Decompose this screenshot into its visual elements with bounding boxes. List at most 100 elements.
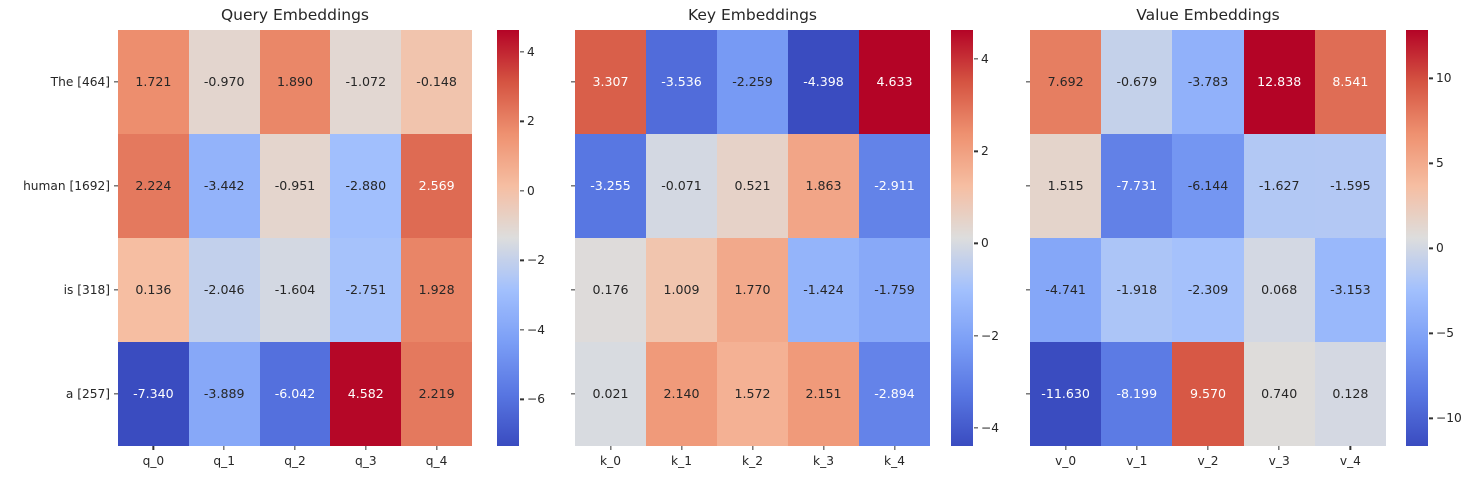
colorbar-tick-label: 4 — [527, 44, 535, 59]
colorbar-tick-label: −2 — [527, 253, 545, 268]
colorbar-tick-mark — [1429, 162, 1433, 164]
x-tick-mark — [1349, 446, 1352, 450]
y-tick-mark — [114, 289, 118, 291]
x-tick-mark — [751, 446, 754, 450]
colorbar-tick-mark — [1429, 332, 1433, 334]
colorbar-tick-label: 5 — [1436, 156, 1444, 171]
colorbar-key-embeddings — [951, 30, 973, 446]
x-tick-label: q_1 — [213, 454, 235, 468]
heatmap-query-embeddings: 1.721 -0.970 1.890 -1.072 -0.148 2.224 -3.442-… — [118, 30, 472, 446]
x-tick-label: q_0 — [142, 454, 165, 468]
heatmap-cell: -6.144 — [1172, 134, 1244, 238]
heatmap-cell: 0.128 — [1314, 342, 1386, 446]
colorbar-tick-mark — [974, 242, 978, 245]
panel-title-key-embeddings: Key Embeddings — [687, 6, 818, 24]
colorbar-value-embeddings — [1406, 30, 1428, 446]
heatmap-cell: -1.759 — [859, 238, 930, 342]
x-tick-mark — [152, 446, 155, 450]
y-tick-mark — [1026, 185, 1030, 187]
x-tick-label: q_4 — [425, 454, 448, 468]
x-tick-mark — [822, 446, 825, 450]
x-tick-mark — [294, 446, 296, 450]
heatmap-cell: -8.199 — [1101, 342, 1173, 446]
x-tick-mark — [893, 446, 896, 450]
heatmap-cell-value: 0.128 — [1332, 385, 1369, 401]
y-tick-mark — [571, 393, 575, 395]
colorbar-tick-mark — [1429, 417, 1433, 419]
colorbar-tick-label: 0 — [981, 236, 989, 251]
heatmap-cell: 0.740 — [1243, 342, 1315, 446]
x-tick-mark — [435, 446, 438, 450]
heatmap-cell: -7.731 — [1101, 134, 1173, 238]
panel-title-value-embeddings: Value Embeddings — [1136, 6, 1280, 24]
heatmap-cell: -2.751 — [330, 238, 402, 342]
heatmap-cell: -3.255 — [575, 134, 646, 238]
heatmap-cell: 2.151 — [788, 342, 859, 446]
heatmap-cell-value: -3.153 — [1330, 281, 1371, 297]
heatmap-cell-value: 7.692 — [1047, 73, 1084, 89]
y-tick-mark — [1026, 393, 1030, 395]
colorbar-tick-mark — [974, 150, 978, 152]
y-tick-mark — [571, 185, 575, 187]
colorbar-tick-label: 4 — [981, 52, 989, 67]
x-tick-label: k_3 — [813, 454, 834, 468]
x-tick-label: v_1 — [1126, 454, 1148, 468]
y-tick-mark — [571, 81, 575, 83]
x-tick-mark — [1278, 446, 1280, 450]
heatmap-cell-value: -1.918 — [1116, 281, 1158, 297]
x-tick-label: k_1 — [671, 454, 692, 468]
heatmap-cell: 7.692 — [1030, 30, 1102, 134]
x-tick-label: v_3 — [1268, 454, 1290, 468]
heatmap-cell-value: 0.740 — [1261, 385, 1298, 401]
heatmap-cell-value: 8.541 — [1332, 73, 1369, 89]
y-tick-label: The [464] — [50, 75, 110, 89]
heatmap-cell-value: -7.731 — [1116, 177, 1158, 193]
heatmap-cell: -2.309 — [1172, 238, 1244, 342]
colorbar-gradient — [497, 30, 519, 446]
y-tick-label: human [1692] — [23, 179, 110, 193]
heatmap-cell: 3.307 — [575, 30, 646, 134]
x-tick-mark — [609, 446, 612, 450]
y-tick-mark — [114, 185, 118, 187]
y-tick-mark — [114, 81, 118, 83]
heatmap-cell: -3.783 — [1172, 30, 1244, 134]
heatmap-cell-value: 1.515 — [1047, 177, 1084, 193]
heatmap-cell: -1.595 — [1314, 134, 1386, 238]
heatmap-cell-value: -0.679 — [1116, 73, 1158, 89]
panel-title-query-embeddings: Query Embeddings — [220, 6, 370, 24]
heatmap-cell-value: 0.068 — [1261, 281, 1298, 297]
colorbar-tick-mark — [520, 51, 524, 53]
y-tick-mark — [571, 289, 575, 291]
heatmap-cell: -7.340 — [118, 342, 189, 446]
colorbar-tick-label: −6 — [527, 392, 545, 407]
colorbar-tick-mark — [974, 58, 978, 60]
heatmap-cell: -1.424 — [788, 238, 859, 342]
x-tick-label: q_2 — [284, 454, 306, 468]
heatmap-cell: -4.741 — [1030, 238, 1102, 342]
heatmap-cell: 1.515 — [1030, 134, 1102, 238]
colorbar-tick-label: −4 — [527, 322, 545, 337]
colorbar-tick-label: −2 — [981, 328, 999, 343]
colorbar-tick-mark — [974, 427, 978, 429]
heatmap-cell: 12.838 — [1243, 30, 1315, 134]
x-tick-label: k_0 — [600, 454, 621, 468]
x-tick-label: q_3 — [355, 454, 377, 468]
heatmap-cell: -3.153 — [1314, 238, 1386, 342]
x-tick-label: k_4 — [884, 454, 905, 468]
heatmap-cell: -11.630 — [1030, 342, 1102, 446]
heatmap-cell-value: -1.627 — [1258, 177, 1300, 193]
colorbar-tick-label: 10 — [1436, 71, 1452, 86]
colorbar-tick-label: 0 — [527, 183, 535, 198]
heatmap-cell: 8.541 — [1314, 30, 1386, 134]
heatmap-cell: 9.570 — [1172, 342, 1244, 446]
y-tick-label: a [257] — [65, 387, 110, 401]
x-tick-label: v_4 — [1339, 454, 1361, 468]
x-tick-label: v_2 — [1197, 454, 1219, 468]
x-tick-mark — [1136, 446, 1138, 450]
colorbar-tick-label: 2 — [981, 144, 989, 159]
colorbar-tick-label: 0 — [1436, 241, 1444, 256]
y-tick-mark — [1026, 81, 1030, 83]
heatmap-cell: 1.572 — [717, 342, 788, 446]
